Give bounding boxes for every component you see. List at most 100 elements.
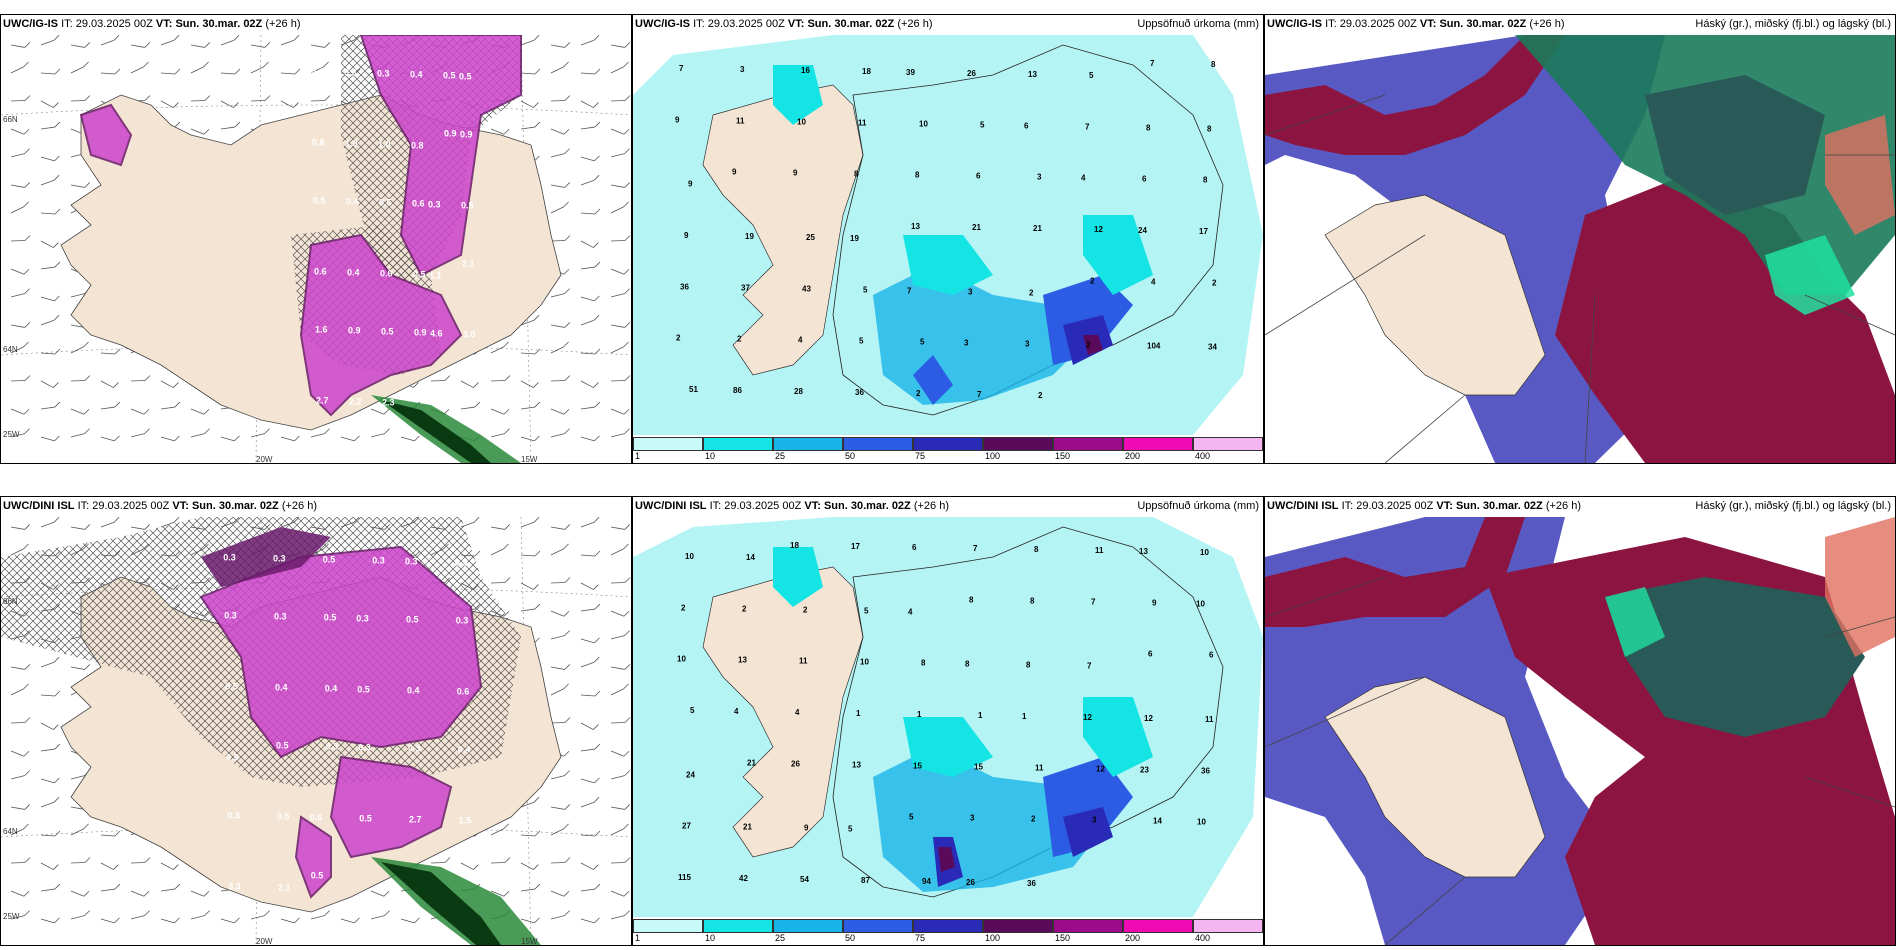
wind-barb-tick — [623, 268, 630, 275]
map-value-label: 36 — [1201, 766, 1210, 775]
wind-barb-tick — [113, 35, 120, 41]
wind-barb — [580, 380, 594, 388]
wind-barb-tick — [503, 890, 510, 897]
wind-barb-tick — [533, 35, 540, 41]
wind-barb — [100, 380, 114, 388]
colorbar-label: 1 — [635, 451, 641, 461]
wind-barb — [280, 100, 294, 108]
map-value-label: 4.6 — [430, 329, 443, 339]
wind-barb-tick — [144, 428, 150, 434]
wind-barb-tick — [234, 68, 241, 75]
wind-barb-tick — [53, 102, 59, 108]
map-value-label: 86 — [733, 386, 742, 395]
colorbar-label: 400 — [1195, 451, 1211, 461]
wind-barb — [610, 408, 625, 415]
cloud-map — [1265, 517, 1895, 945]
wind-barb-tick — [173, 864, 179, 870]
wind-barb-tick — [623, 341, 629, 348]
wind-barb-tick — [53, 242, 59, 248]
wind-barb — [40, 406, 55, 410]
wind-barb — [610, 44, 625, 48]
wind-barb-tick — [444, 857, 451, 863]
map-value-label: 4 — [798, 336, 803, 345]
wind-barb — [580, 72, 595, 75]
lat-label: 25W — [3, 430, 20, 439]
map-value-label: 0.3 — [326, 742, 339, 752]
map-value-label: 4 — [734, 707, 739, 716]
map-value-label: 8 — [1211, 60, 1216, 69]
map-value-label: 19 — [850, 234, 859, 243]
wind-barb-tick — [174, 68, 181, 75]
map-value-label: 1.1 — [429, 271, 442, 281]
map-value-label: 11 — [1205, 715, 1214, 724]
wind-barb — [490, 890, 505, 897]
wind-barb — [490, 433, 505, 438]
lon-label: 15W — [521, 455, 538, 464]
wind-barb-tick — [324, 42, 331, 48]
colorbar-cell — [703, 919, 773, 933]
wind-barb — [310, 915, 325, 920]
wind-barb — [10, 526, 25, 530]
wind-barb-tick — [264, 95, 271, 101]
wind-barb — [490, 128, 505, 135]
wind-barb — [70, 293, 85, 298]
country-borders — [1265, 94, 1895, 463]
wind-barb-tick — [593, 796, 600, 803]
wind-barb-tick — [54, 401, 61, 408]
wind-barb — [490, 526, 505, 530]
colorbar-label: 200 — [1125, 933, 1141, 943]
wind-barb — [580, 296, 595, 302]
map-value-label: 13 — [852, 760, 861, 769]
wind-barb-tick — [593, 656, 600, 663]
colorbar-cell — [703, 437, 773, 451]
wind-barb-tick — [624, 235, 631, 241]
map-value-label: 3.0 — [463, 330, 476, 340]
map-value-label: 0.3 — [274, 612, 287, 622]
map-value-label: 0.5 — [459, 72, 472, 82]
wind-barb-tick — [593, 174, 600, 181]
colorbar-label: 1 — [635, 933, 641, 943]
wind-barb — [550, 184, 565, 188]
wind-barb-tick — [53, 724, 59, 730]
wind-barb — [280, 72, 295, 75]
wind-barb — [40, 212, 55, 215]
wind-barb — [130, 66, 144, 74]
wind-barb-tick — [624, 182, 631, 188]
wind-barb — [370, 433, 385, 438]
wind-barb-tick — [594, 208, 601, 215]
wind-barb-tick — [23, 543, 29, 550]
wind-barb-tick — [203, 408, 210, 415]
map-value-label: 12 — [1096, 764, 1105, 773]
wind-barb-tick — [623, 201, 629, 208]
map-value-label: 39 — [906, 68, 915, 77]
lat-label: 64N — [3, 345, 18, 354]
wind-barb-tick — [563, 408, 570, 415]
wind-barb — [100, 862, 114, 870]
colorbar-label: 10 — [705, 451, 716, 461]
wind-barb — [310, 66, 324, 74]
colorbar-label: 150 — [1055, 933, 1071, 943]
wind-barb — [610, 128, 625, 135]
map-value-label: 0.3 — [405, 557, 418, 567]
map-value-label: 42 — [739, 874, 748, 883]
wind-barb-tick — [53, 517, 60, 523]
wind-barb-tick — [234, 917, 240, 924]
map-value-label: 23 — [1140, 765, 1149, 774]
map-value-label: 12 — [1083, 713, 1092, 722]
map-value-label: 21 — [743, 823, 752, 832]
wind-barb-tick — [54, 121, 61, 128]
wind-barb — [40, 100, 54, 108]
map-value-label: 0.5 — [276, 741, 289, 751]
map-value-label: 51 — [689, 385, 698, 394]
wind-barb-tick — [593, 517, 600, 523]
map-value-label: 2 — [737, 335, 742, 344]
map-value-label: 10 — [677, 655, 686, 664]
wind-barb-tick — [534, 68, 541, 75]
wind-barb — [10, 890, 25, 897]
wind-barb-tick — [173, 35, 180, 41]
wind-barb — [40, 352, 55, 355]
map-value-label: 0.4 — [410, 70, 423, 80]
colorbar-cell — [1123, 919, 1193, 933]
wind-barb-tick — [84, 857, 91, 863]
wind-panel-bottom: UWC/DINI ISL IT: 29.03.2025 00Z VT: Sun.… — [0, 496, 632, 946]
